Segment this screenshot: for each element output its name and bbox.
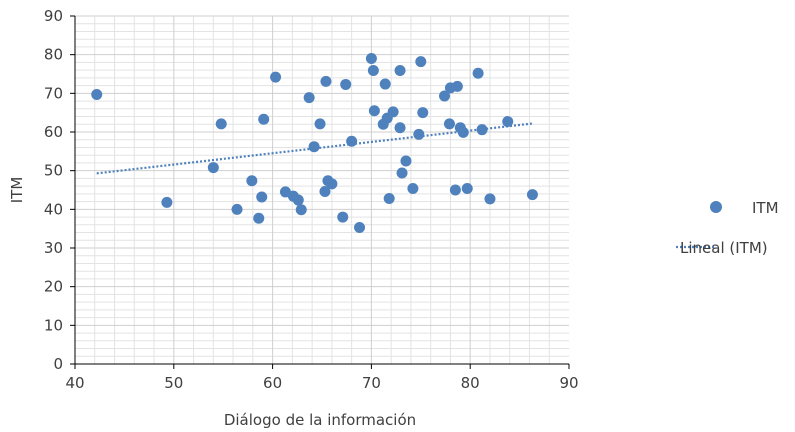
y-tick-label: 50 xyxy=(44,162,63,180)
data-point xyxy=(368,65,379,76)
data-point xyxy=(462,183,473,194)
x-tick-label: 40 xyxy=(65,374,84,392)
data-point xyxy=(354,222,365,233)
y-tick-label: 60 xyxy=(44,123,63,141)
x-tick-label: 50 xyxy=(164,374,183,392)
legend-label-trendline: Lineal (ITM) xyxy=(680,239,768,257)
x-tick-label: 90 xyxy=(559,374,578,392)
data-point xyxy=(388,106,399,117)
data-point xyxy=(309,141,320,152)
y-tick-label: 40 xyxy=(44,200,63,218)
data-point xyxy=(253,213,264,224)
x-tick-labels: 40 50 60 70 80 90 xyxy=(65,374,578,392)
data-point xyxy=(407,183,418,194)
data-point xyxy=(161,197,172,208)
y-tick-label: 10 xyxy=(44,316,63,334)
data-point xyxy=(320,76,331,87)
data-point xyxy=(452,81,463,92)
data-point xyxy=(216,118,227,129)
x-tick-label: 80 xyxy=(461,374,480,392)
x-tick-label: 70 xyxy=(362,374,381,392)
y-tick-label: 20 xyxy=(44,278,63,296)
data-point xyxy=(296,204,307,215)
data-point xyxy=(484,193,495,204)
data-point xyxy=(232,204,243,215)
data-point xyxy=(366,53,377,64)
x-tick-label: 60 xyxy=(263,374,282,392)
data-point xyxy=(444,118,455,129)
data-point xyxy=(340,79,351,90)
data-points xyxy=(91,53,538,233)
legend-marker-itm xyxy=(710,201,722,213)
data-point xyxy=(270,72,281,83)
data-point xyxy=(256,191,267,202)
data-point xyxy=(415,56,426,67)
data-point xyxy=(380,79,391,90)
data-point xyxy=(315,118,326,129)
data-point xyxy=(258,114,269,125)
y-tick-label: 80 xyxy=(44,46,63,64)
data-point xyxy=(527,189,538,200)
axes xyxy=(70,16,569,369)
data-point xyxy=(502,116,513,127)
legend-label-itm: ITM xyxy=(752,199,779,217)
x-axis-title: Diálogo de la información xyxy=(224,411,416,429)
data-point xyxy=(477,124,488,135)
y-tick-label: 0 xyxy=(53,355,63,373)
data-point xyxy=(417,107,428,118)
data-point xyxy=(337,212,348,223)
y-tick-label: 90 xyxy=(44,7,63,25)
data-point xyxy=(369,105,380,116)
data-point xyxy=(326,178,337,189)
y-tick-label: 70 xyxy=(44,84,63,102)
data-point xyxy=(208,162,219,173)
data-point xyxy=(473,68,484,79)
data-point xyxy=(395,65,406,76)
data-point xyxy=(246,175,257,186)
y-axis-title: ITM xyxy=(8,177,26,204)
data-point xyxy=(293,195,304,206)
y-tick-label: 30 xyxy=(44,239,63,257)
data-point xyxy=(346,136,357,147)
legend: ITM Lineal (ITM) xyxy=(676,199,779,257)
y-tick-labels: 0 10 20 30 40 50 60 70 80 90 xyxy=(44,7,63,373)
data-point xyxy=(395,122,406,133)
data-point xyxy=(91,89,102,100)
data-point xyxy=(304,92,315,103)
data-point xyxy=(384,193,395,204)
data-point xyxy=(413,129,424,140)
data-point xyxy=(400,156,411,167)
data-point xyxy=(397,167,408,178)
data-point xyxy=(458,127,469,138)
data-point xyxy=(450,185,461,196)
